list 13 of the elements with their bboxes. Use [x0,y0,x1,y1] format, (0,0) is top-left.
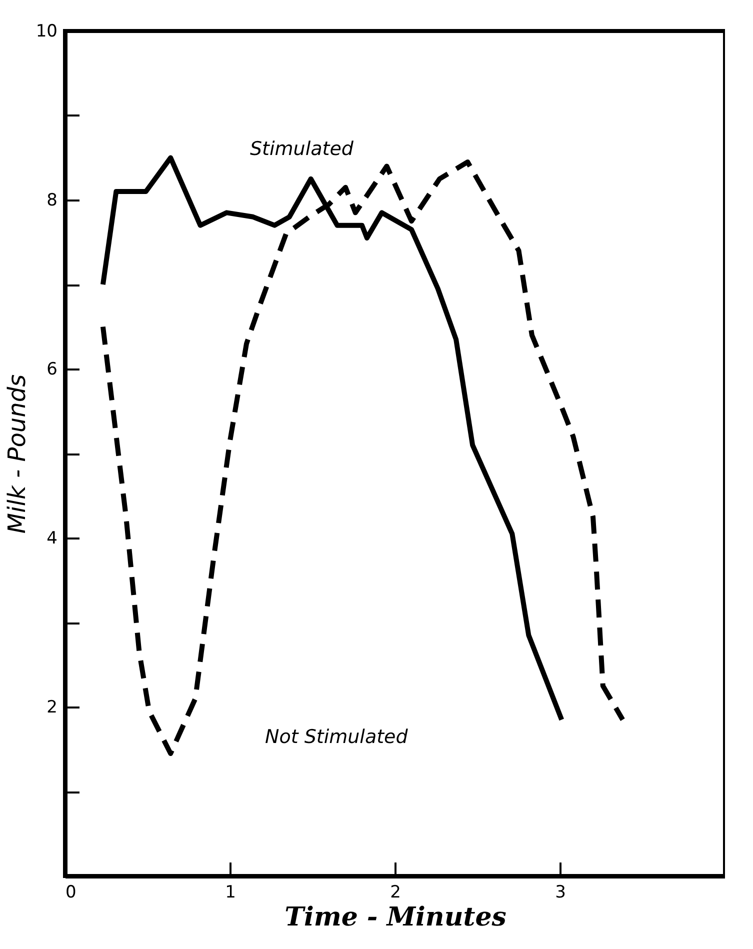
x-tick-label: 3 [555,882,566,902]
y-tick-label: 4 [46,528,58,548]
y-tick-label: 10 [36,22,58,42]
y-tick-label: 2 [46,698,58,718]
y-tick-label: 6 [46,360,58,380]
x-tick-label: 2 [390,882,401,902]
y-tick-label: 8 [46,190,58,210]
y-axis-title: Milk - Pounds [2,374,31,534]
x-tick-label: 0 [66,882,76,902]
x-tick-label: 1 [225,882,236,902]
annotation: Not Stimulated [265,726,409,748]
x-axis-title: Time - Minutes [284,902,507,932]
annotation: Stimulated [250,138,354,160]
